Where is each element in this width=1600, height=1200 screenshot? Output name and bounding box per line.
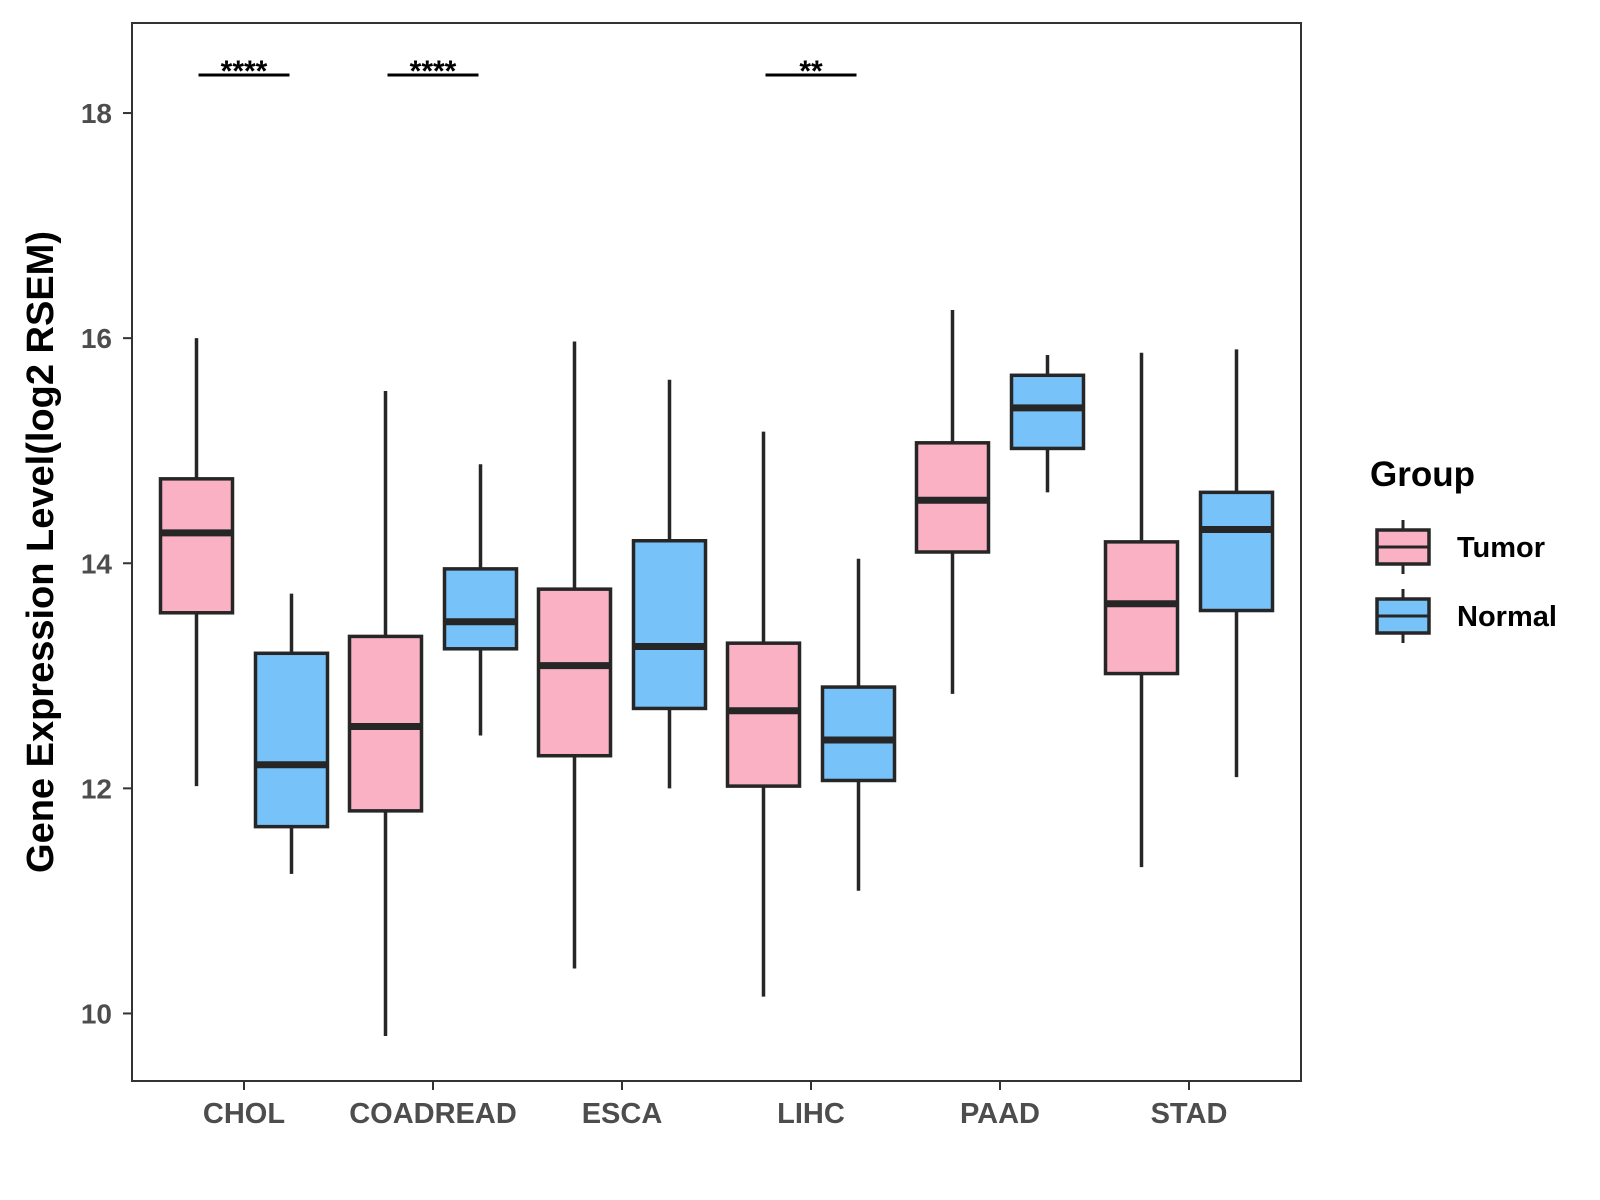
box-normal-chol	[253, 593, 330, 874]
significance-label: ****	[410, 55, 457, 88]
x-tick-label-esca: ESCA	[582, 1098, 663, 1130]
x-tick-label-lihc: LIHC	[777, 1098, 845, 1130]
box-tumor-stad	[1103, 352, 1180, 868]
box-iqr	[536, 587, 613, 758]
x-tick-label-chol: CHOL	[203, 1098, 285, 1130]
box-iqr	[631, 538, 708, 711]
x-tick-label-stad: STAD	[1151, 1098, 1228, 1130]
box-tumor-lihc	[725, 431, 802, 997]
y-tick-label: 10	[81, 998, 112, 1029]
box-normal-coadread	[442, 464, 519, 736]
significance-label: **	[799, 55, 823, 88]
box-iqr	[1103, 540, 1180, 676]
legend-entry-tumor: Tumor	[1375, 520, 1545, 574]
plot-panel	[131, 22, 1302, 1082]
box-iqr	[442, 567, 519, 651]
y-tick-label: 18	[81, 98, 112, 129]
significance-annotations: **** **** **	[198, 55, 857, 88]
box-tumor-paad	[914, 310, 991, 694]
box-iqr	[253, 651, 330, 829]
box-tumor-chol	[158, 338, 235, 787]
y-tick-label: 16	[81, 323, 112, 354]
y-axis: 10 12 14 16 18	[81, 98, 132, 1029]
significance-label: ****	[221, 55, 268, 88]
box-normal-esca	[631, 379, 708, 789]
x-axis: CHOL COADREAD ESCA LIHC PAAD STAD	[203, 1081, 1227, 1130]
boxes	[158, 310, 1275, 1036]
legend-label-tumor: Tumor	[1457, 532, 1545, 564]
box-normal-paad	[1009, 355, 1086, 493]
box-iqr	[820, 685, 897, 783]
box-normal-lihc	[820, 558, 897, 891]
legend: Group Tumor Normal	[1370, 455, 1557, 643]
box-iqr	[1009, 373, 1086, 451]
panel-border	[131, 22, 1302, 1082]
y-axis-title: Gene Expression Level(log2 RSEM)	[20, 231, 62, 873]
box-iqr	[158, 477, 235, 615]
y-tick-label: 12	[81, 773, 112, 804]
legend-title: Group	[1370, 455, 1475, 494]
box-iqr	[725, 641, 802, 788]
box-iqr	[1198, 490, 1275, 613]
legend-entry-normal: Normal	[1375, 589, 1557, 643]
y-tick-label: 14	[81, 548, 113, 579]
x-tick-label-coadread: COADREAD	[349, 1098, 517, 1130]
box-tumor-esca	[536, 341, 613, 969]
box-tumor-coadread	[347, 391, 424, 1036]
box-normal-stad	[1198, 349, 1275, 778]
x-tick-label-paad: PAAD	[960, 1098, 1040, 1130]
legend-label-normal: Normal	[1457, 601, 1557, 633]
